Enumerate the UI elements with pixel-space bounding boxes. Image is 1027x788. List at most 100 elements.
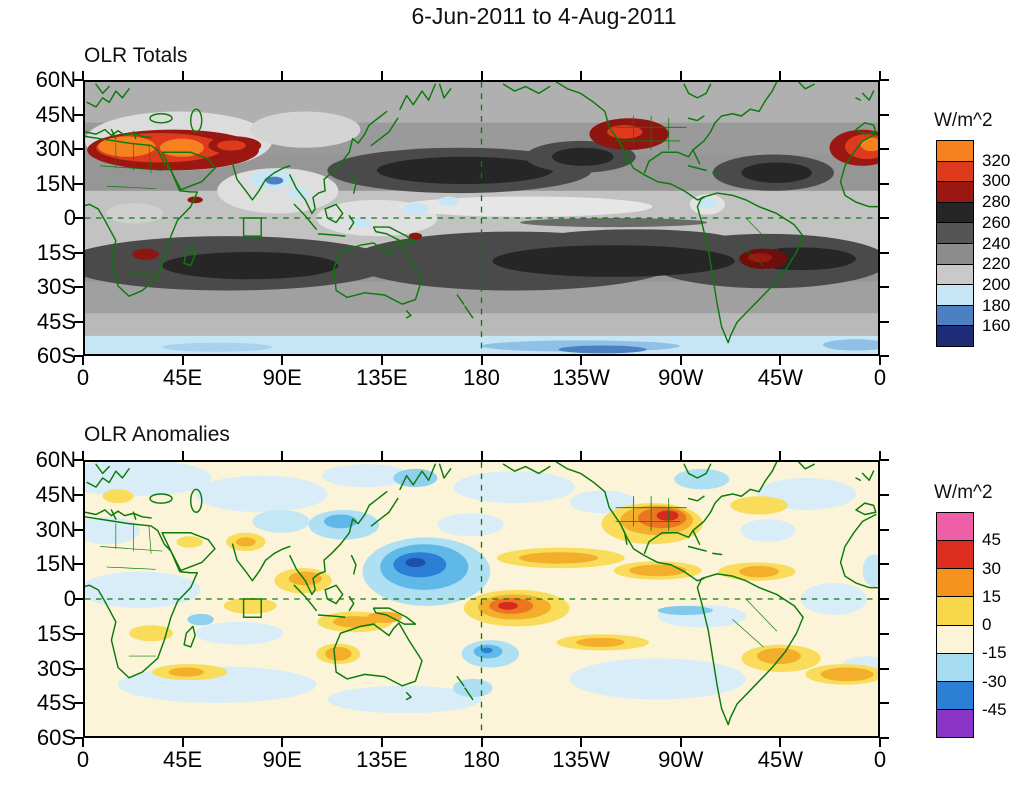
lat-tick-mark: [74, 148, 83, 150]
lon-tick-mark: [580, 738, 583, 747]
lat-tick-mark: [74, 737, 83, 739]
colorbar-tick-label: 0: [982, 615, 992, 634]
lat-tick-mark: [880, 251, 889, 254]
lon-tick-mark: [779, 738, 782, 747]
lon-tick-mark: [380, 71, 383, 80]
lat-tick-mark: [880, 320, 889, 323]
lon-tick-label: 90W: [658, 747, 704, 772]
colorbar-tick-label: 300: [982, 171, 1011, 191]
panel-title-anomalies: OLR Anomalies: [84, 423, 230, 446]
lat-tick-label: 45N: [35, 481, 76, 507]
colorbar-tick-label: -30: [982, 671, 1007, 691]
lon-tick-mark: [679, 738, 682, 747]
lat-tick-mark: [880, 667, 889, 670]
lat-tick-mark: [880, 286, 889, 288]
olr-anomalies-map-svg: [85, 462, 878, 736]
lon-tick-mark: [82, 71, 84, 80]
lon-tick-label: 45E: [163, 747, 203, 772]
lat-tick-mark: [74, 667, 83, 670]
lat-tick-label: 15N: [35, 551, 76, 577]
colorbar-tick-label: 280: [982, 192, 1011, 212]
lat-tick-label: 30N: [35, 136, 76, 161]
lat-tick-mark: [880, 355, 889, 357]
lat-tick-label: 45S: [36, 690, 76, 716]
lon-tick-mark: [779, 71, 782, 80]
colorbar: [936, 140, 974, 347]
lat-tick-mark: [74, 320, 83, 323]
lon-tick-mark: [679, 356, 682, 365]
lon-tick-label: 135E: [356, 365, 408, 390]
colorbar-unit-anomalies: W/m^2: [934, 482, 993, 503]
lon-tick-mark: [82, 356, 84, 365]
lon-tick-mark: [380, 738, 383, 747]
colorbar-swatch: [937, 596, 973, 625]
colorbar-swatch: [937, 304, 973, 326]
lon-tick-mark: [82, 451, 84, 460]
lon-tick-label: 0: [76, 747, 90, 772]
lon-tick-mark: [679, 71, 682, 80]
lon-tick-label: 0: [76, 365, 90, 390]
lat-tick-label: 45N: [35, 101, 76, 127]
colorbar-swatch: [937, 160, 973, 182]
lon-tick-label: 180: [463, 365, 500, 390]
lat-tick-label: 45S: [36, 308, 76, 334]
lon-tick-label: 135W: [552, 365, 610, 390]
colorbar-tick-label: 220: [982, 254, 1011, 274]
lon-tick-label: 45E: [163, 365, 203, 390]
lat-tick-mark: [880, 217, 889, 219]
lat-tick-label: 15N: [35, 170, 76, 196]
colorbar-swatch: [937, 242, 973, 264]
colorbar-tick-label: 260: [982, 212, 1011, 232]
lat-tick-label: 15S: [36, 239, 76, 265]
lon-tick-label: 45W: [757, 747, 803, 772]
lon-tick-mark: [480, 356, 483, 365]
lon-tick-label: 90E: [262, 747, 302, 772]
lat-tick-mark: [880, 182, 889, 185]
lon-tick-label: 0: [873, 365, 887, 390]
lon-tick-mark: [82, 738, 84, 747]
colorbar-swatch: [937, 181, 973, 202]
colorbar-swatch: [937, 652, 973, 681]
lat-tick-mark: [880, 528, 889, 531]
lat-tick-label: 60S: [36, 725, 76, 750]
colorbar-tick-label: 240: [982, 233, 1011, 253]
lon-tick-mark: [281, 356, 284, 365]
lon-tick-mark: [779, 451, 782, 460]
colorbar-unit-totals: W/m^2: [934, 110, 993, 131]
lon-tick-mark: [480, 451, 483, 460]
colorbar-swatch: [937, 540, 973, 569]
colorbar-swatch: [937, 201, 973, 223]
lon-tick-mark: [580, 71, 583, 80]
lon-tick-label: 90E: [262, 365, 302, 390]
lon-tick-mark: [879, 71, 881, 80]
olr-totals-map-svg: [85, 82, 878, 354]
lat-tick-label: 60S: [36, 343, 76, 368]
colorbar-swatch: [937, 708, 973, 737]
lat-tick-label: 30S: [36, 655, 76, 681]
lat-tick-mark: [74, 563, 83, 566]
lon-tick-mark: [181, 356, 184, 365]
colorbar-swatch: [937, 680, 973, 709]
lat-tick-mark: [74, 493, 83, 496]
lon-tick-label: 180: [463, 747, 500, 772]
colorbar-swatch: [937, 513, 973, 541]
colorbar-swatch: [937, 624, 973, 653]
lat-tick-mark: [74, 598, 83, 600]
lon-tick-mark: [679, 451, 682, 460]
lat-tick-label: 60N: [35, 67, 76, 92]
lat-tick-mark: [74, 113, 83, 116]
lon-tick-mark: [380, 451, 383, 460]
lon-tick-label: 90W: [658, 365, 704, 390]
lon-tick-label: 135W: [552, 747, 610, 772]
lat-tick-mark: [74, 459, 83, 461]
lat-tick-mark: [880, 79, 889, 81]
lat-tick-mark: [74, 182, 83, 185]
lon-tick-mark: [580, 451, 583, 460]
lon-tick-mark: [281, 451, 284, 460]
lat-tick-mark: [74, 632, 83, 635]
colorbar-swatch: [937, 284, 973, 305]
colorbar-tick-label: 160: [982, 316, 1011, 336]
lat-tick-mark: [74, 355, 83, 357]
lon-tick-mark: [181, 451, 184, 460]
colorbar-tick-label: 15: [982, 586, 1001, 606]
